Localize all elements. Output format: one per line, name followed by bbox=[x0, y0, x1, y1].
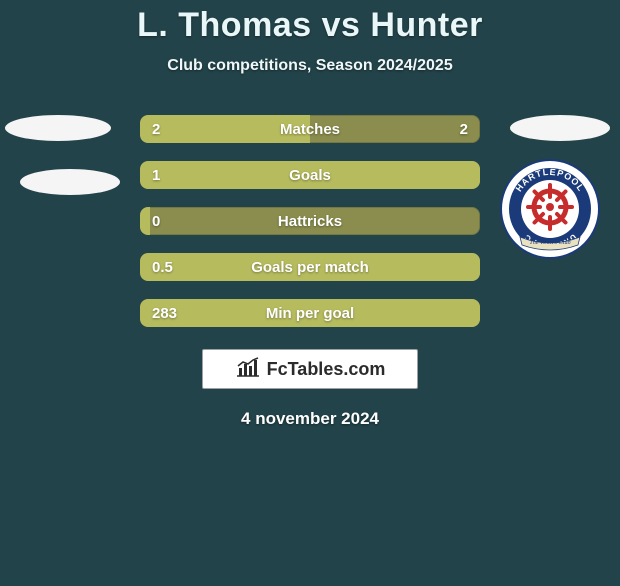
date-label: 4 november 2024 bbox=[0, 409, 620, 429]
stat-bars: 2Matches2 1Goals 0Hattricks 0.5Goals per ma… bbox=[140, 115, 480, 327]
right-placeholder-ellipse bbox=[510, 115, 610, 141]
brand-text: FcTables.com bbox=[267, 359, 386, 380]
stat-label: Min per goal bbox=[140, 299, 480, 327]
right-club-badge: HARTLEPOOL UNITED FC bbox=[500, 159, 600, 259]
left-placeholder-ellipse-2 bbox=[20, 169, 120, 195]
stat-value-right: 2 bbox=[460, 115, 468, 143]
stat-label: Matches bbox=[140, 115, 480, 143]
comparison-content: HARTLEPOOL UNITED FC bbox=[0, 115, 620, 327]
stat-bar: 2Matches2 bbox=[140, 115, 480, 143]
left-placeholder-ellipse-1 bbox=[5, 115, 111, 141]
stat-bar: 0.5Goals per match bbox=[140, 253, 480, 281]
brand-chart-icon bbox=[235, 356, 261, 383]
page-title: L. Thomas vs Hunter bbox=[0, 6, 620, 45]
svg-text:The Town's Club: The Town's Club bbox=[529, 239, 570, 246]
stat-label: Goals bbox=[140, 161, 480, 189]
stat-label: Hattricks bbox=[140, 207, 480, 235]
stat-label: Goals per match bbox=[140, 253, 480, 281]
stat-bar: 0Hattricks bbox=[140, 207, 480, 235]
stat-bar: 1Goals bbox=[140, 161, 480, 189]
brand-box: FcTables.com bbox=[202, 349, 418, 389]
page-subtitle: Club competitions, Season 2024/2025 bbox=[0, 57, 620, 75]
stat-bar: 283Min per goal bbox=[140, 299, 480, 327]
